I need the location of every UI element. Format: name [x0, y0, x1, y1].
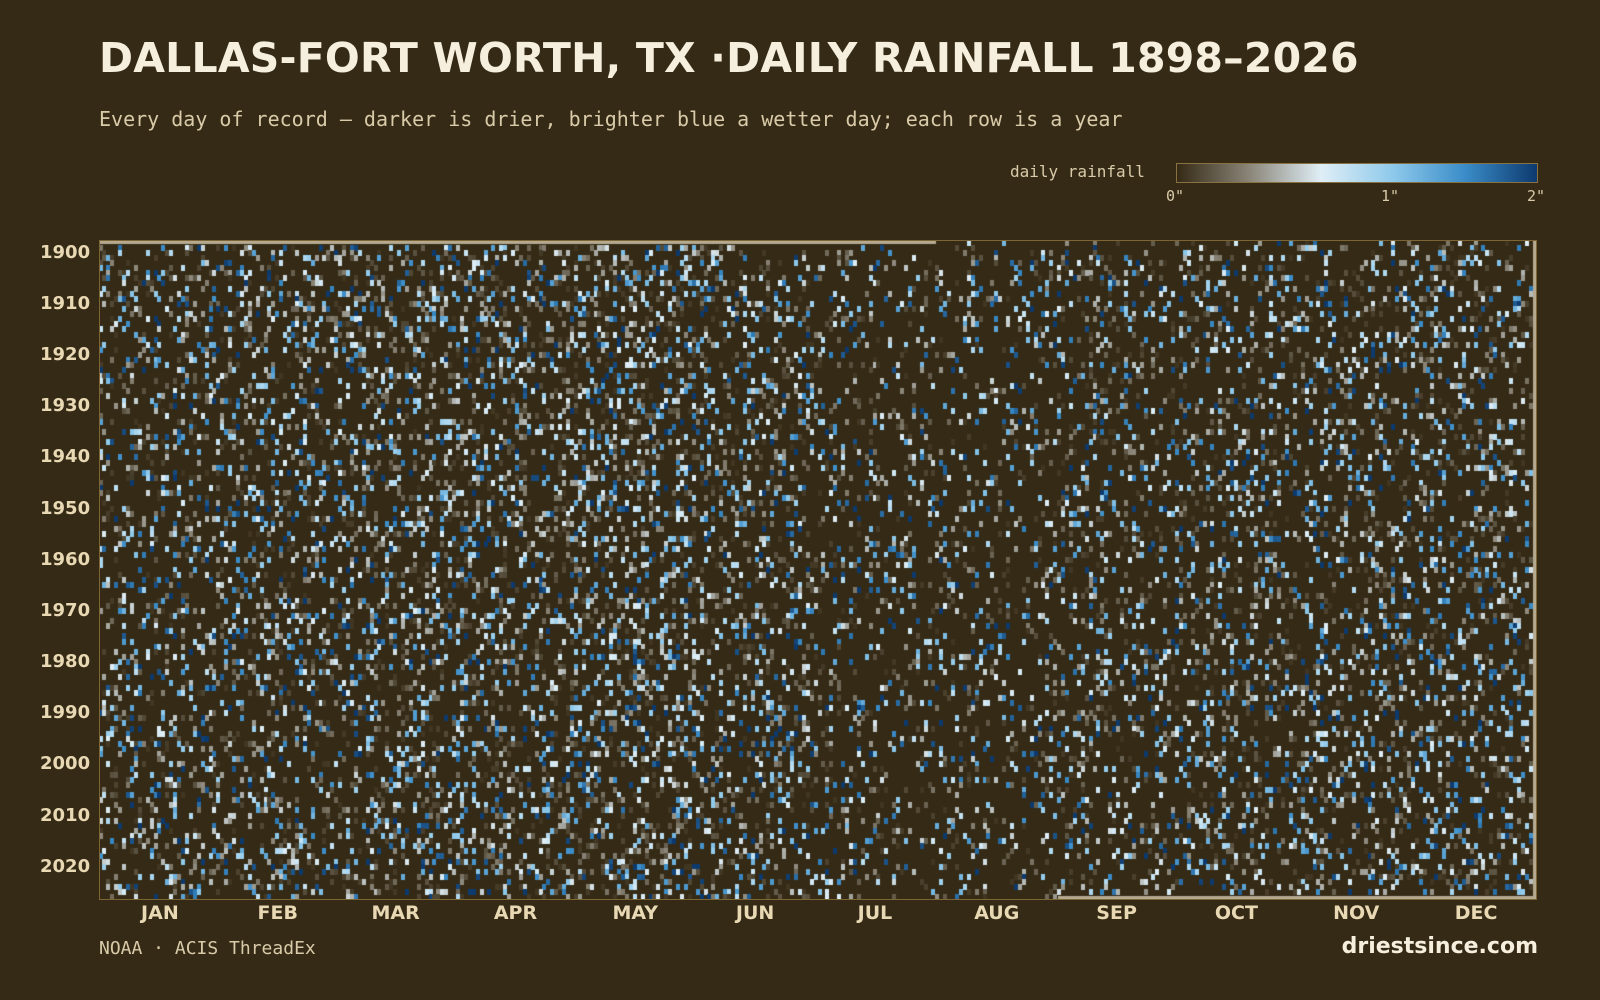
brand-link[interactable]: driestsince.com: [1341, 934, 1538, 959]
year-tick-label: 1950: [40, 497, 91, 519]
year-tick-label: 1910: [40, 292, 91, 314]
month-tick-label: OCT: [1214, 902, 1258, 924]
year-tick-label: 1970: [40, 599, 91, 621]
year-tick-label: 1920: [40, 344, 91, 366]
rainfall-heatmap: [99, 240, 1537, 900]
month-tick-label: NOV: [1333, 902, 1380, 924]
month-tick-label: JUN: [735, 902, 775, 924]
year-tick-label: 1900: [40, 241, 91, 263]
legend-label: daily rainfall: [1010, 162, 1145, 181]
year-tick-label: 1930: [40, 395, 91, 417]
month-tick-label: SEP: [1096, 902, 1137, 924]
month-tick-label: AUG: [974, 902, 1020, 924]
year-tick-label: 1940: [40, 446, 91, 468]
data-source: NOAA · ACIS ThreadEx: [99, 938, 316, 959]
month-tick-label: FEB: [257, 902, 298, 924]
year-tick-label: 2020: [40, 855, 91, 877]
year-tick-label: 1980: [40, 651, 91, 673]
month-tick-label: MAR: [371, 902, 420, 924]
page-subtitle: Every day of record — darker is drier, b…: [99, 107, 1123, 131]
month-tick-label: MAY: [612, 902, 659, 924]
year-tick-label: 1990: [40, 702, 91, 724]
legend-color-bar: [1176, 163, 1538, 183]
year-tick-label: 2000: [40, 753, 91, 775]
year-tick-label: 2010: [40, 804, 91, 826]
year-tick-label: 1960: [40, 548, 91, 570]
month-tick-label: JAN: [141, 902, 179, 924]
month-tick-label: DEC: [1454, 902, 1498, 924]
legend-tick-1: 1": [1381, 187, 1400, 205]
legend-tick-2: 2": [1527, 187, 1546, 205]
month-tick-label: APR: [493, 902, 538, 924]
month-tick-label: JUL: [857, 902, 893, 924]
page-title: DALLAS-FORT WORTH, TX ·DAILY RAINFALL 18…: [99, 34, 1359, 82]
legend-tick-0: 0": [1166, 187, 1185, 205]
